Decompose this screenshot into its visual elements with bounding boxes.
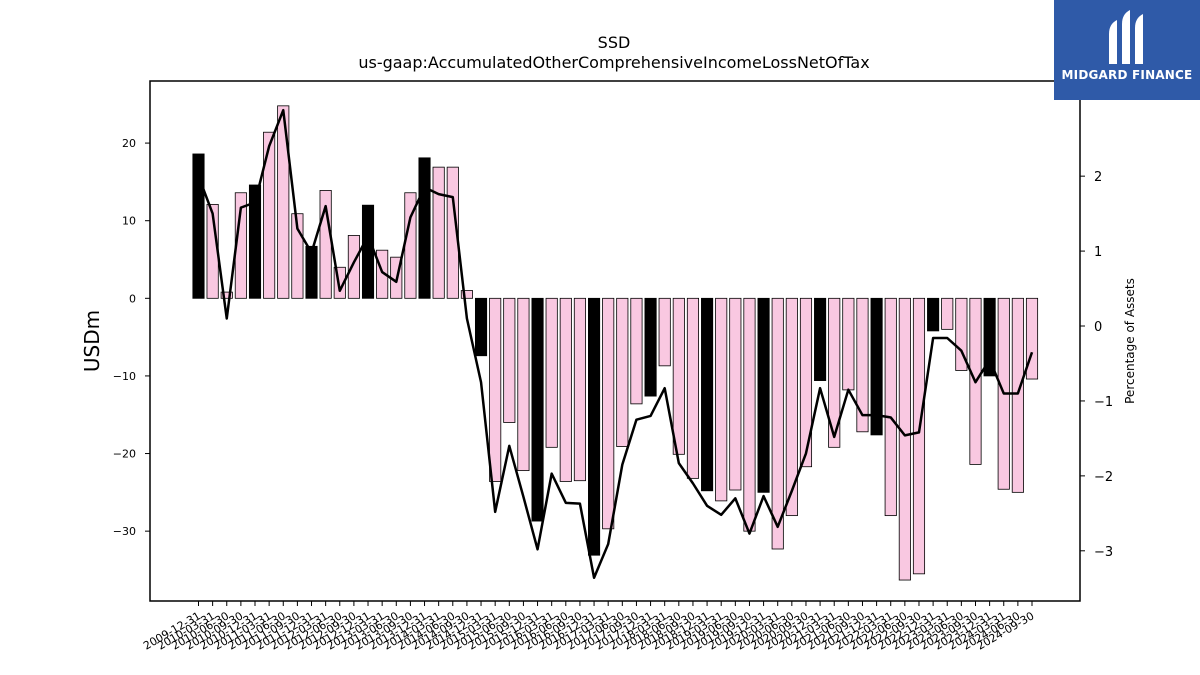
axes: −30−20−1001020−3−2−10122009-12-312010-03… xyxy=(113,137,1113,652)
y2-tick-label: 1 xyxy=(1094,245,1102,260)
bar xyxy=(220,291,233,299)
bar xyxy=(856,297,869,433)
bar xyxy=(983,297,996,377)
y2-tick-label: −1 xyxy=(1094,395,1113,410)
bar xyxy=(799,297,813,468)
y-tick-label: −30 xyxy=(113,525,136,538)
bar xyxy=(644,297,657,397)
bar xyxy=(489,297,502,482)
bar xyxy=(870,297,883,436)
bar xyxy=(602,297,615,530)
bar xyxy=(531,297,544,522)
bar xyxy=(263,131,276,299)
bar xyxy=(1011,297,1024,493)
y2-tick-label: 2 xyxy=(1094,170,1102,185)
bar xyxy=(884,297,897,517)
brand-name: MIDGARD FINANCE xyxy=(1061,68,1193,82)
y-tick-label: 0 xyxy=(129,292,136,305)
line-series xyxy=(197,108,1034,580)
plot-area xyxy=(192,105,1039,581)
bar xyxy=(559,297,572,482)
bar xyxy=(503,297,516,423)
bar xyxy=(715,297,728,502)
y2-tick-label: −3 xyxy=(1094,545,1113,560)
bar xyxy=(418,157,431,299)
bar xyxy=(347,235,360,299)
bar xyxy=(474,297,488,357)
bar xyxy=(192,153,205,299)
bar xyxy=(291,213,304,299)
bar xyxy=(432,166,445,299)
bar xyxy=(658,297,671,367)
bar xyxy=(771,297,784,550)
bar xyxy=(785,297,798,517)
bar xyxy=(376,249,389,299)
bar xyxy=(743,297,756,532)
bar xyxy=(277,105,290,299)
y-tick-label: 20 xyxy=(122,137,136,150)
chart-title: SSD xyxy=(598,33,631,52)
y2-tick-label: 0 xyxy=(1094,320,1102,335)
bar xyxy=(630,297,643,405)
bar xyxy=(686,297,699,479)
y-tick-label: −20 xyxy=(113,448,136,461)
bar xyxy=(446,166,459,299)
midgard-logo-icon xyxy=(1109,10,1143,64)
bar xyxy=(912,297,926,575)
bar xyxy=(828,297,841,448)
bar xyxy=(361,204,375,299)
bar xyxy=(814,297,827,381)
bar xyxy=(729,297,742,491)
bar xyxy=(842,297,855,391)
bar xyxy=(1025,297,1039,380)
y2-tick-label: −2 xyxy=(1094,470,1113,485)
bar xyxy=(460,290,473,299)
bar xyxy=(545,297,558,448)
bar xyxy=(305,245,318,299)
y-tick-label: −10 xyxy=(113,370,136,383)
bar xyxy=(588,297,601,556)
y-axis-label: USDm xyxy=(80,310,104,372)
chart-subtitle: us-gaap:AccumulatedOtherComprehensiveInc… xyxy=(358,53,869,72)
bar xyxy=(616,297,629,447)
y2-axis-label: Percentage of Assets xyxy=(1123,278,1137,404)
bar xyxy=(757,297,770,493)
bar xyxy=(517,297,530,472)
bar xyxy=(248,184,262,299)
bar xyxy=(955,297,968,371)
bar xyxy=(927,297,940,332)
bar xyxy=(333,266,346,299)
bar xyxy=(672,297,685,455)
bar xyxy=(898,297,911,581)
plot-frame xyxy=(149,80,1081,602)
bar xyxy=(701,297,714,492)
bar xyxy=(573,297,586,482)
brand-logo: MIDGARD FINANCE xyxy=(1054,0,1200,100)
y-tick-label: 10 xyxy=(122,215,136,228)
bar xyxy=(941,297,954,330)
